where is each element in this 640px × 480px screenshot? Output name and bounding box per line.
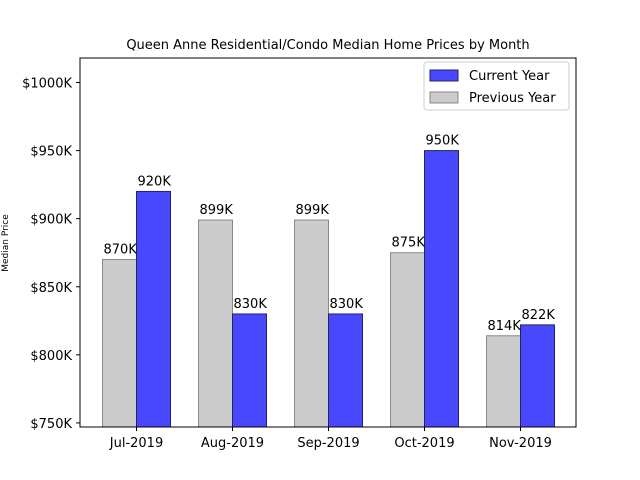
previous-year-bar [294,219,329,428]
y-axis-label: Median Price [1,214,11,272]
current-year-bar [424,150,459,428]
previous-year-value-label: 875K [392,236,426,251]
previous-year-bar [486,335,521,428]
previous-year-bar [198,219,233,428]
legend-label: Previous Year [469,91,556,106]
x-tick-label: Nov-2019 [489,436,552,451]
legend-swatch [429,91,459,104]
current-year-bar [328,313,363,428]
legend-label: Current Year [469,69,550,84]
current-year-bar [520,324,555,428]
legend: Current Year Previous Year [423,61,570,111]
current-year-value-label: 830K [234,297,268,312]
x-tick-label: Aug-2019 [201,436,264,451]
x-tick-label: Oct-2019 [394,436,454,451]
legend-swatch [429,69,459,82]
current-year-bar [136,190,171,428]
previous-year-value-label: 899K [200,203,234,218]
current-year-value-label: 830K [330,297,364,312]
x-tick-label: Jul-2019 [109,436,163,451]
current-year-value-label: 950K [426,134,460,149]
y-axis-ticks: $750K $800K $850K $900K $950K $1000K [22,77,80,432]
x-tick-label: Sep-2019 [297,436,359,451]
bars-group [102,150,555,428]
current-year-bar [232,313,267,428]
chart-title: Queen Anne Residential/Condo Median Home… [126,38,529,53]
x-axis-ticks: Jul-2019 Aug-2019 Sep-2019 Oct-2019 Nov-2019 [109,427,552,451]
previous-year-bar [390,252,425,428]
current-year-value-label: 822K [522,308,556,323]
y-tick-label: $750K [30,417,72,432]
previous-year-bar [102,259,137,428]
previous-year-value-label: 814K [488,319,522,334]
y-tick-label: $800K [30,349,72,364]
y-tick-label: $900K [30,213,72,228]
y-tick-label: $950K [30,145,72,160]
previous-year-value-label: 870K [104,243,138,258]
current-year-value-label: 920K [138,174,172,189]
legend-box [423,61,570,111]
y-tick-label: $1000K [22,77,72,92]
y-tick-label: $850K [30,281,72,296]
previous-year-value-label: 899K [296,203,330,218]
